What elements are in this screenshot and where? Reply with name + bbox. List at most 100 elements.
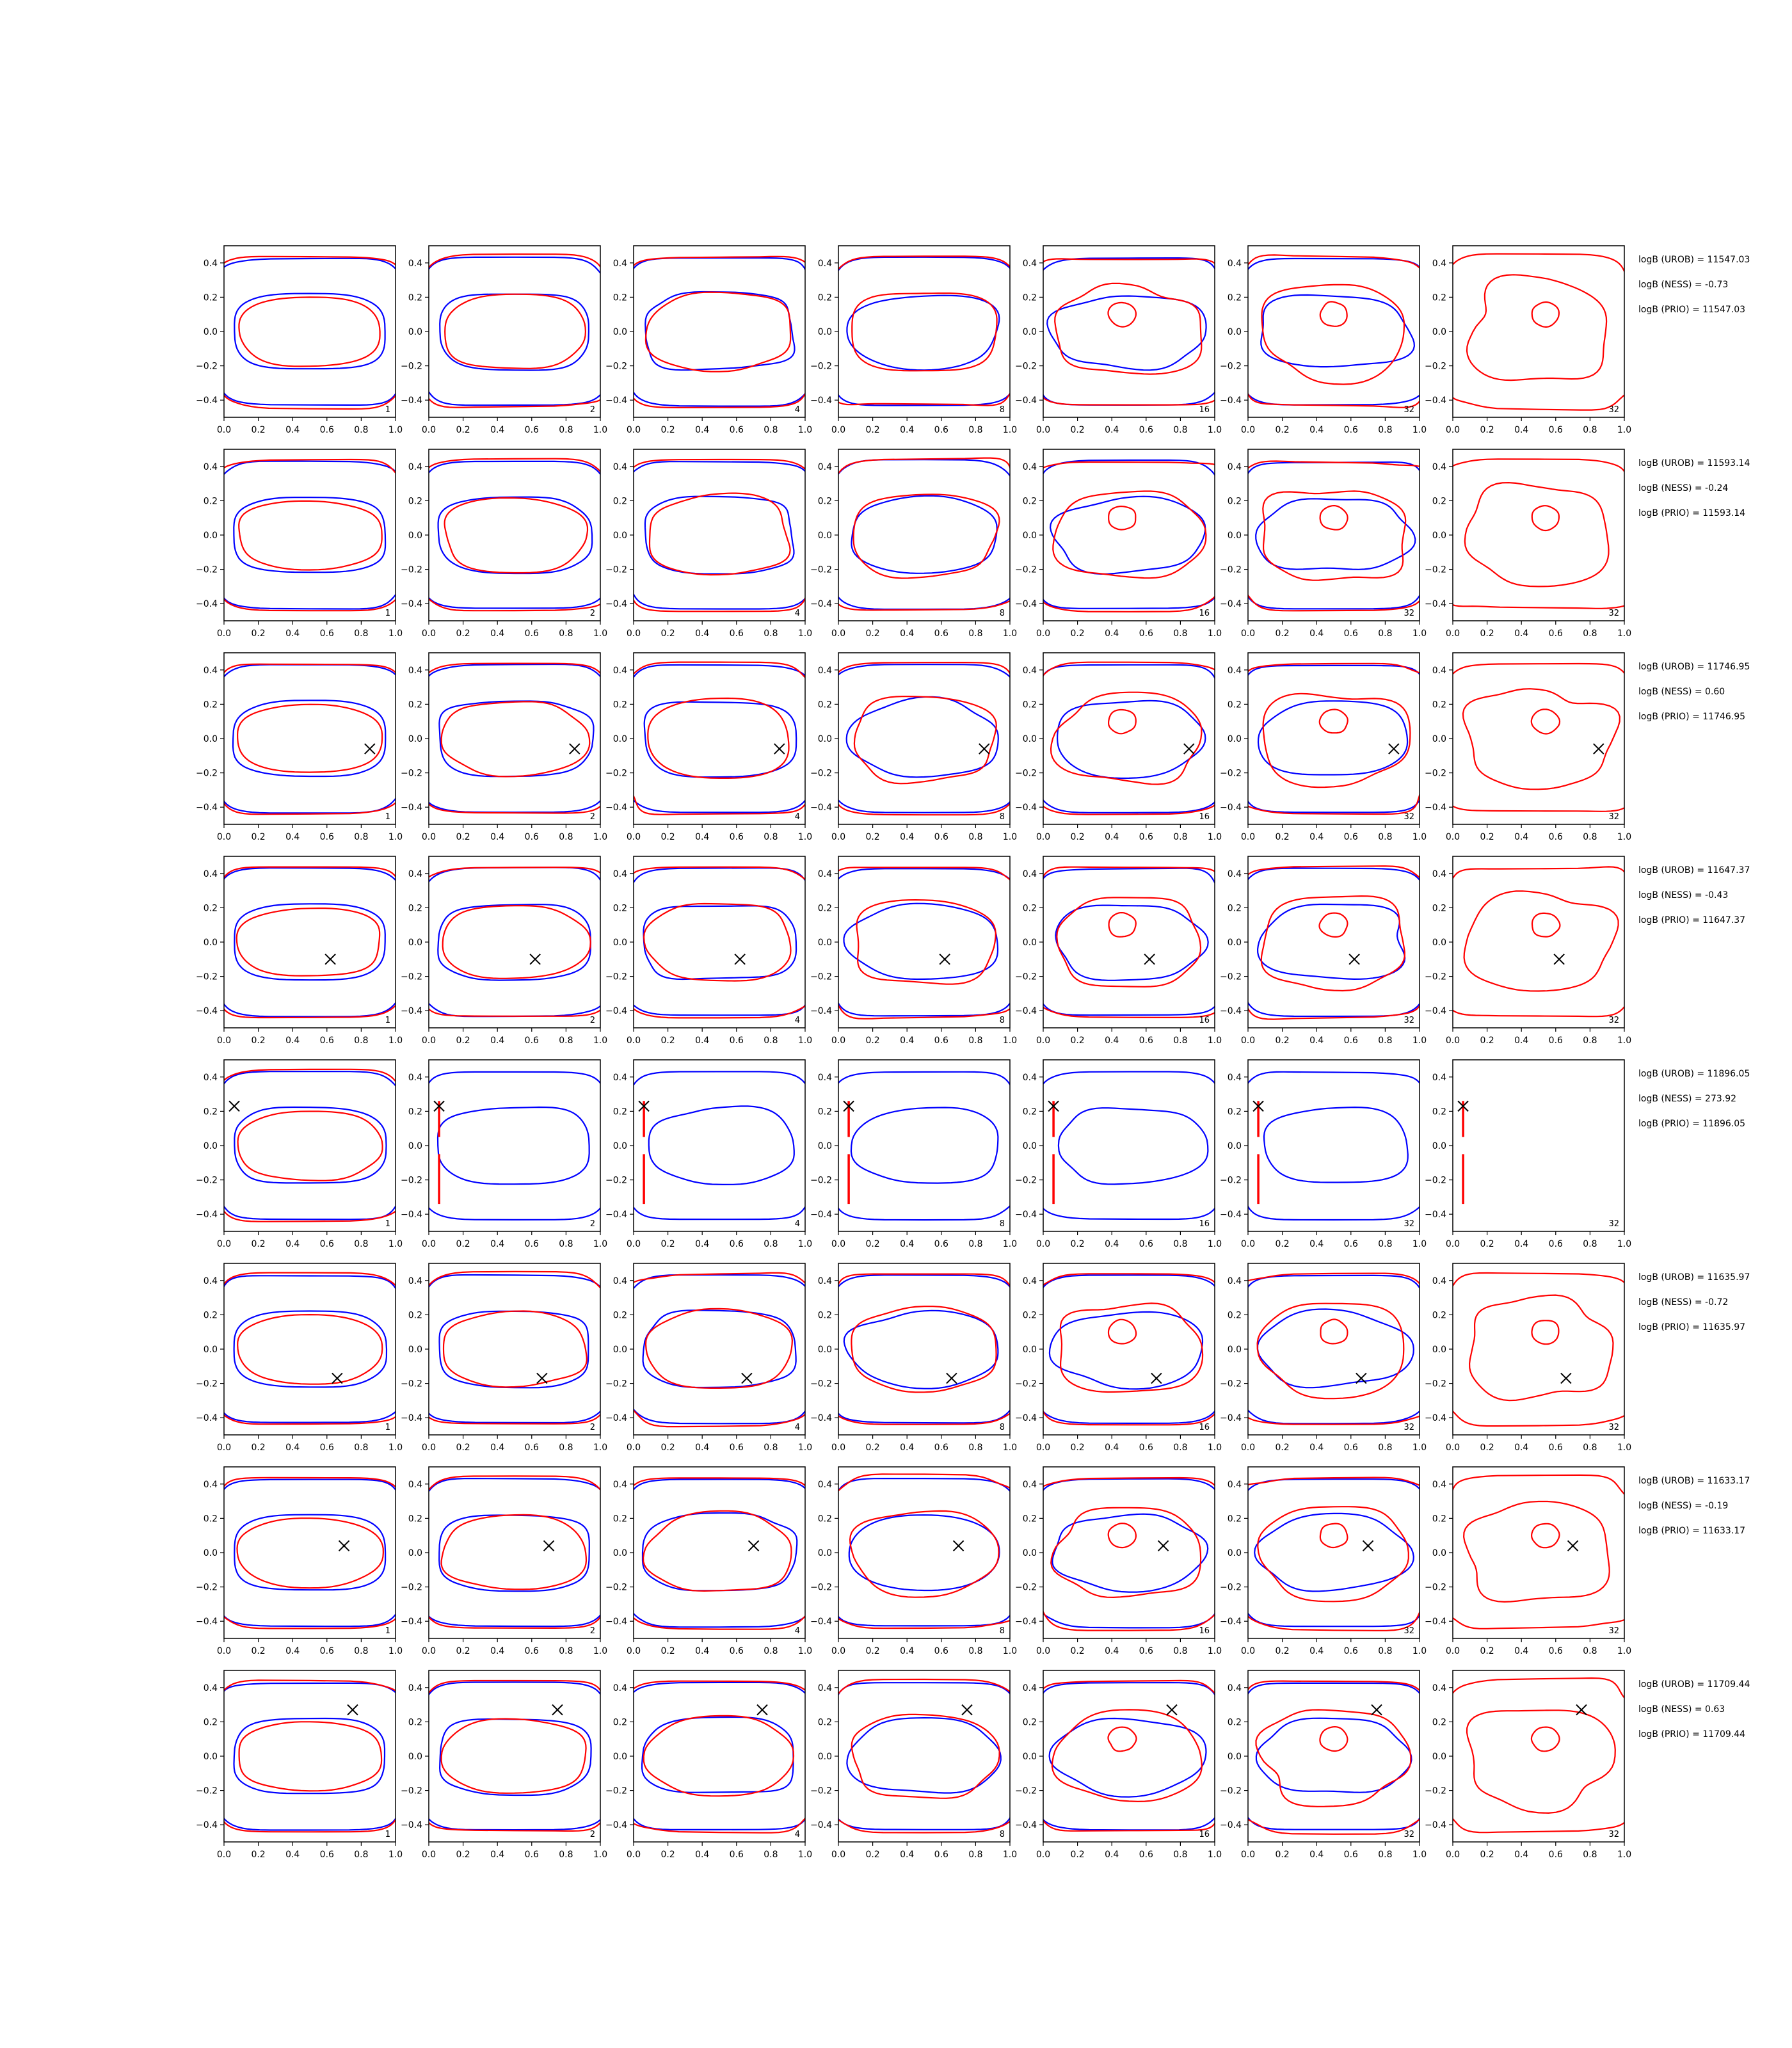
red-inner-contour [856,899,996,985]
x-tick-label: 0.2 [660,1036,675,1046]
x-tick-label: 0.4 [285,1443,300,1453]
red-inner-contour [1262,692,1411,788]
column-label: 8 [1000,405,1005,415]
y-tick-label: 0.0 [818,1548,832,1558]
red-outer-contour [838,1678,1010,1834]
x-tick-label: 0.2 [1480,1443,1494,1453]
blue-inner-contour [232,700,387,778]
y-tick-label: 0.4 [204,1480,218,1490]
x-tick-label: 0.4 [490,1036,504,1046]
blue-outer-contour [1043,1681,1215,1831]
x-tick-label: 0.6 [320,425,334,435]
y-tick-label: −0.2 [401,565,422,575]
blue-outer-contour [1248,461,1420,610]
red-outer-contour [1453,1272,1624,1427]
x-tick-label: 0.4 [1309,1239,1324,1249]
x-tick-label: 0.4 [1105,1646,1119,1656]
y-tick-label: 0.2 [613,903,627,913]
x-tick-label: 0.2 [1480,628,1494,639]
x-tick-label: 0.6 [934,1239,948,1249]
contour-lines [429,662,600,814]
x-tick-label: 0.0 [627,1036,641,1046]
y-tick-label: 0.2 [1432,1717,1446,1727]
x-tick-label: 0.6 [525,1646,539,1656]
red-island-contour [1318,708,1348,734]
red-outer-contour [224,866,396,1019]
blue-outer-contour [429,1681,600,1831]
contour-lines [838,661,1010,816]
red-inner-contour [440,701,591,778]
red-outer-contour [224,1476,396,1629]
y-tick-label: −0.4 [810,803,832,813]
x-tick-label: 0.4 [695,1646,709,1656]
red-outer-contour [1453,662,1624,812]
blue-inner-contour [1049,495,1206,575]
blue-outer-contour [634,867,805,1016]
x-tick-label: 0.4 [1309,1850,1324,1860]
red-inner-contour [236,1517,385,1589]
blue-outer-contour [634,1274,805,1425]
x-tick-label: 0.4 [285,832,300,842]
axes-frame [1247,245,1420,418]
y-tick-label: 0.2 [613,496,627,506]
red-inner-contour [851,292,998,372]
x-tick-label: 0.0 [422,1850,436,1860]
y-tick-label: 0.2 [1432,1514,1446,1524]
y-tick-label: −0.4 [605,1210,627,1220]
x-tick-label: 0.4 [900,1646,914,1656]
y-tick-label: 0.4 [204,1073,218,1083]
x-tick-label: 0.2 [456,1850,470,1860]
x-tick-label: 0.6 [320,1443,334,1453]
x-tick-label: 0.4 [490,1646,504,1656]
panel-r5-c7: 0.0 0.2 0.4 0.6 0.8 1.0 0.4 0.2 0.0 −0.2 −0.4 32 [1425,1059,1631,1249]
x-tick-label: 0.2 [1275,1850,1289,1860]
y-tick-label: 0.4 [1023,1276,1037,1286]
y-tick-label: 0.0 [408,1141,422,1151]
x-tick-label: 0.0 [1036,1850,1050,1860]
x-marker [1593,743,1604,755]
y-tick-label: 0.0 [1432,531,1446,541]
x-tick-label: 0.8 [559,1036,573,1046]
x-tick-label: 0.6 [934,1850,948,1860]
x-tick-label: 0.8 [1173,1443,1187,1453]
red-inner-contour [1059,1302,1204,1393]
x-tick-label: 0.6 [730,1036,744,1046]
x-tick-label: 0.4 [1514,1646,1528,1656]
y-tick-label: −0.4 [605,1820,627,1830]
y-tick-label: 0.2 [613,1107,627,1117]
x-tick-label: 0.2 [660,1850,675,1860]
blue-outer-contour [838,663,1010,813]
x-tick-label: 0.6 [525,1036,539,1046]
panel-r6-c5: 0.0 0.2 0.4 0.6 0.8 1.0 0.4 0.2 0.0 −0.2 −0.4 16 [1015,1263,1222,1453]
x-tick-label: 0.6 [1344,1239,1358,1249]
x-tick-label: 0.4 [1105,425,1119,435]
x-marker [1576,1704,1587,1716]
x-tick-label: 0.0 [422,1239,436,1249]
x-marker [1157,1540,1169,1551]
red-inner-contour [1464,481,1610,588]
blue-inner-contour [1055,904,1209,981]
x-tick-label: 0.4 [490,1239,504,1249]
x-tick-label: 0.4 [1105,1850,1119,1860]
x-tick-label: 0.4 [695,832,709,842]
column-label: 4 [795,1830,800,1839]
x-tick-label: 0.2 [865,1036,879,1046]
blue-outer-contour [1043,1274,1215,1425]
red-island-contour [1320,1318,1348,1345]
x-tick-label: 0.8 [1583,1850,1597,1860]
y-tick-label: −0.4 [1220,803,1242,813]
contour-lines [429,458,600,612]
y-tick-label: −0.4 [196,803,218,813]
column-label: 16 [1199,1626,1210,1636]
x-tick-label: 0.0 [831,628,845,639]
column-label: 2 [590,1016,595,1025]
column-label: 1 [385,1016,390,1025]
x-tick-label: 0.4 [490,832,504,842]
y-tick-label: 0.4 [408,666,422,676]
x-tick-label: 0.6 [1344,1036,1358,1046]
y-tick-label: 0.0 [204,734,218,744]
axes-frame [1452,245,1625,418]
x-tick-label: 1.0 [1003,1239,1017,1249]
logb-note: logB (UROB) = 11709.44 [1638,1679,1750,1690]
x-tick-label: 0.4 [1105,628,1119,639]
